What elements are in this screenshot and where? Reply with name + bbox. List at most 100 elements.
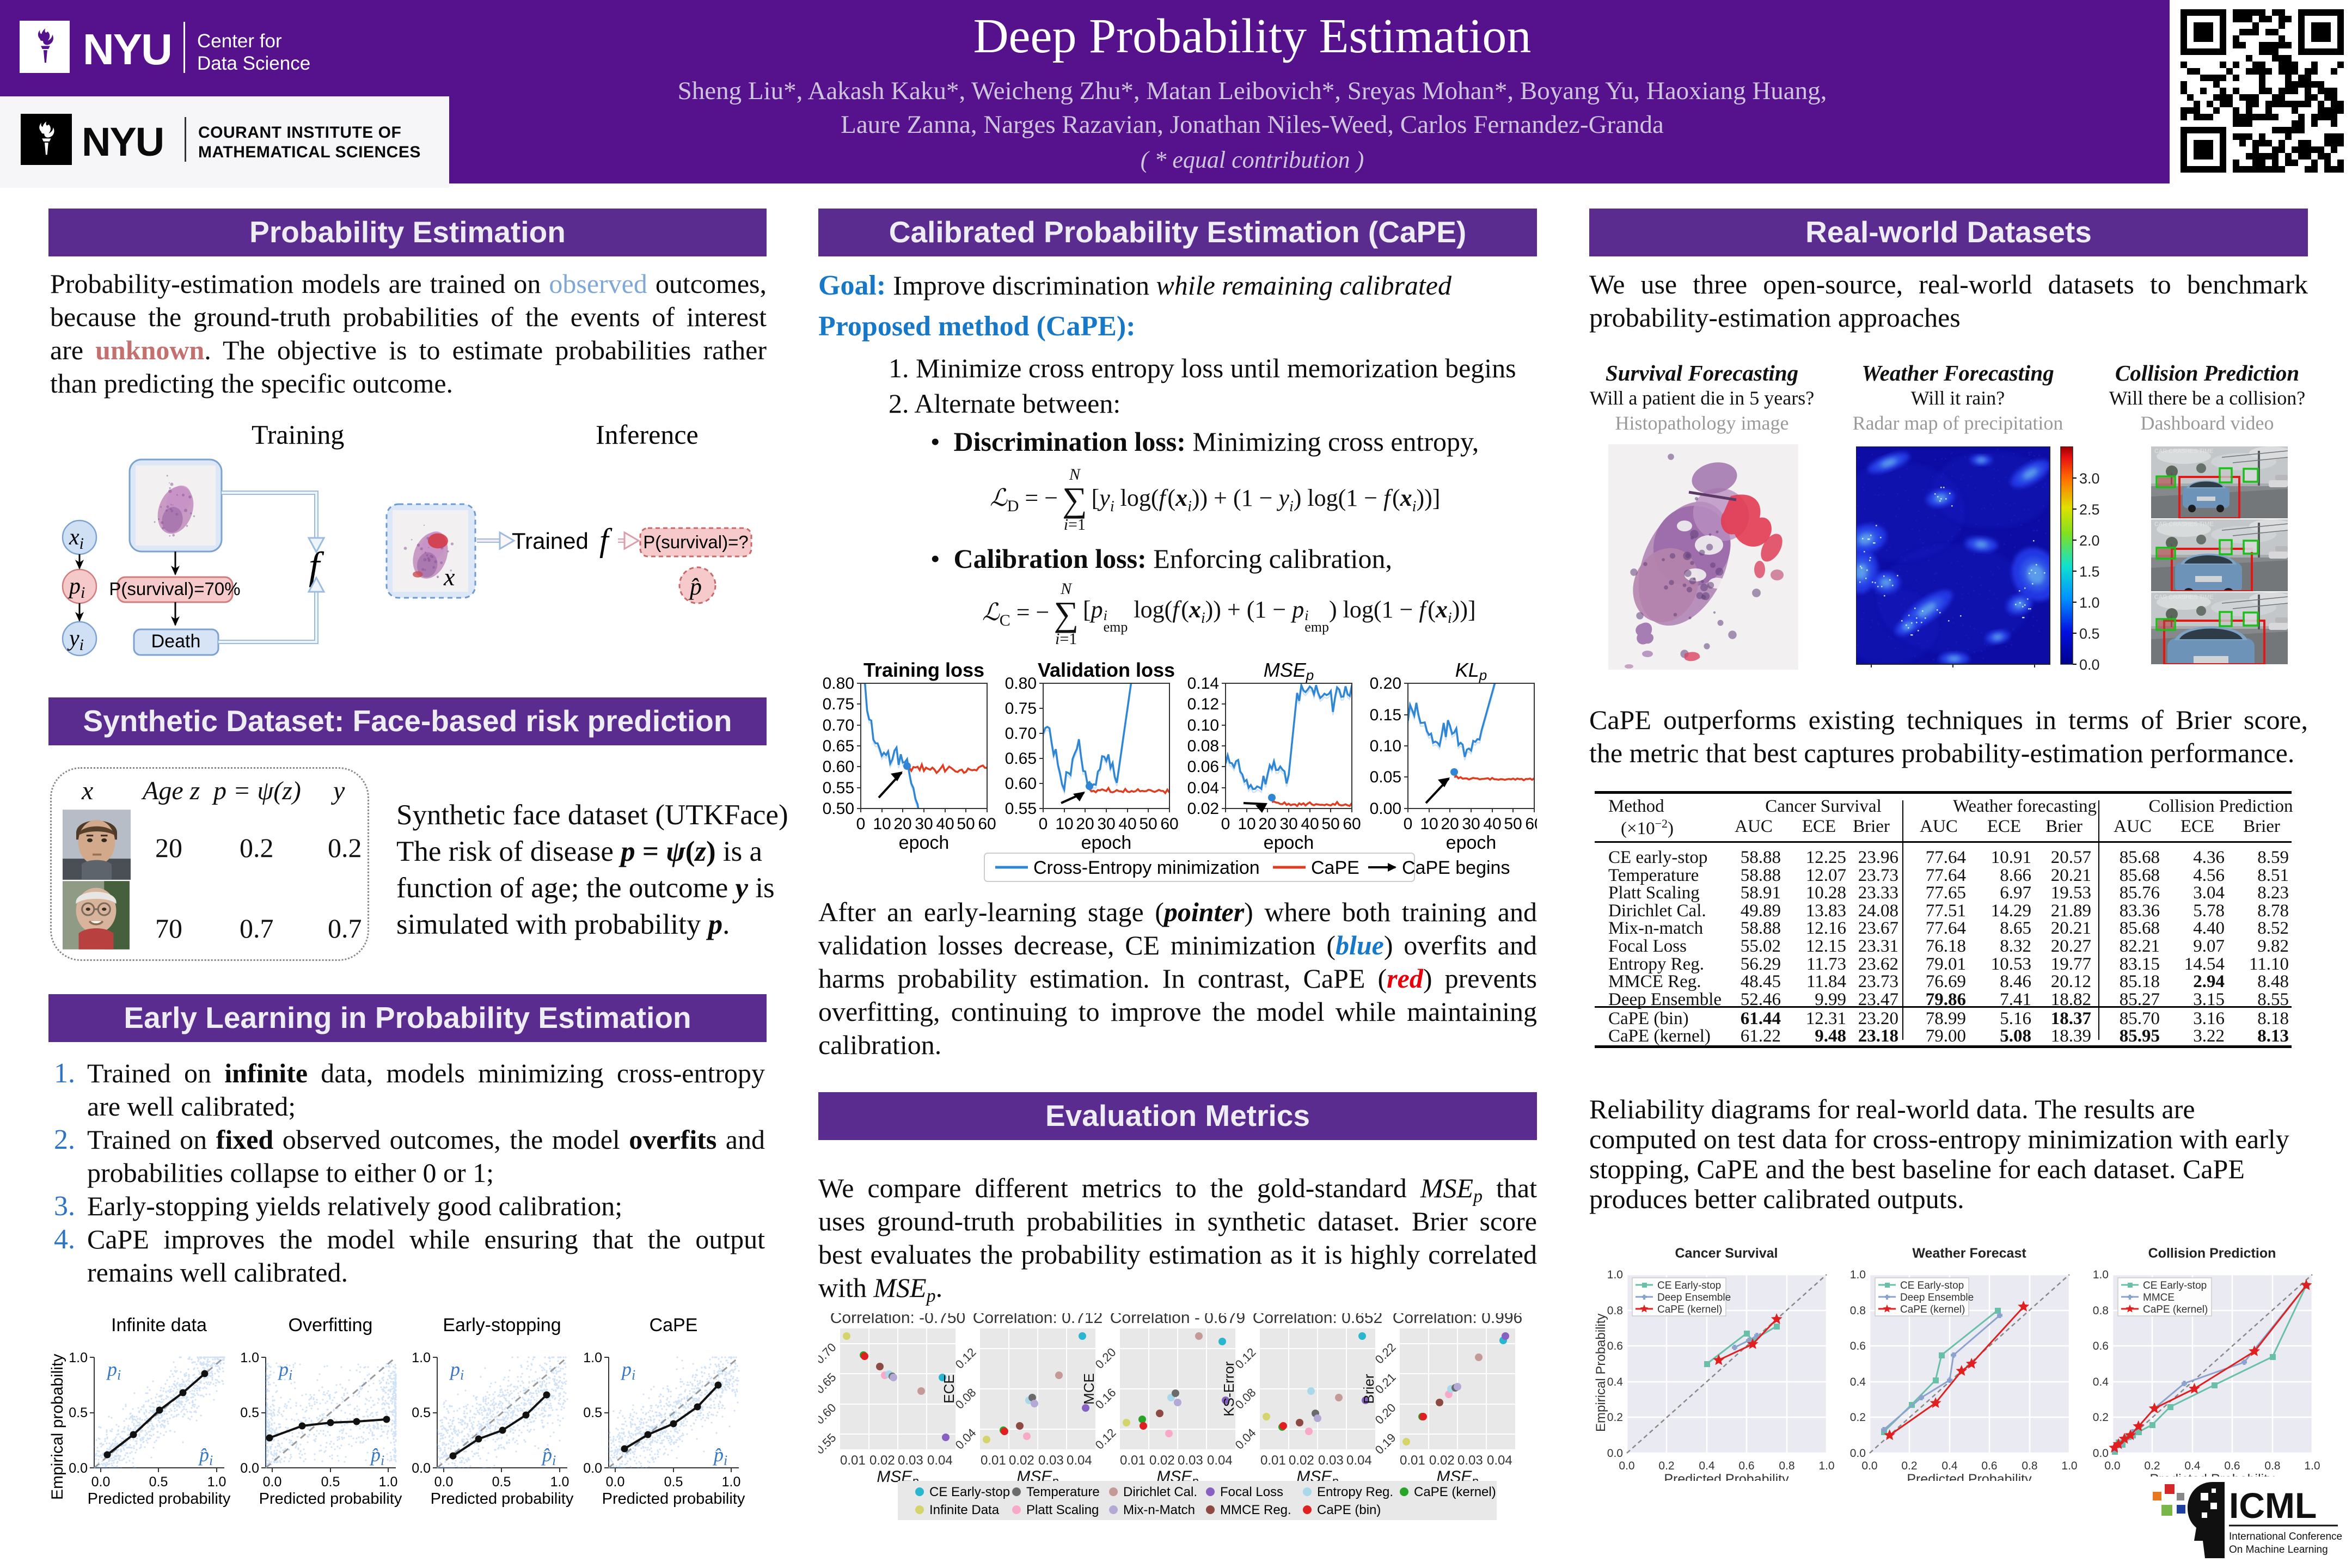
svg-text:Infinite Data: Infinite Data: [929, 1503, 1000, 1517]
svg-text:Validation loss: Validation loss: [1038, 661, 1175, 681]
svg-text:0.80: 0.80: [1005, 675, 1037, 693]
svg-text:Trained: Trained: [512, 528, 589, 554]
svg-text:Cross-Entropy minimization: Cross-Entropy minimization: [1033, 857, 1260, 878]
svg-text:0.80: 0.80: [823, 675, 854, 693]
svg-text:Platt Scaling: Platt Scaling: [1026, 1503, 1099, 1517]
svg-text:0.20: 0.20: [1373, 1401, 1399, 1427]
svg-text:0.55: 0.55: [818, 1431, 839, 1457]
svg-text:1.0: 1.0: [583, 1350, 602, 1365]
svg-text:epoch: epoch: [899, 832, 950, 853]
svg-text:20: 20: [1441, 815, 1459, 833]
svg-text:0.5: 0.5: [321, 1474, 340, 1490]
svg-text:50: 50: [957, 815, 975, 833]
svg-text:1.0: 1.0: [207, 1474, 226, 1490]
svg-text:Temperature: Temperature: [1026, 1485, 1100, 1499]
svg-text:0.5: 0.5: [492, 1474, 511, 1490]
svg-text:Predicted probability: Predicted probability: [88, 1490, 231, 1508]
svg-text:1.0: 1.0: [240, 1350, 259, 1365]
svg-text:10: 10: [1238, 815, 1255, 833]
svg-text:0.02: 0.02: [1187, 800, 1219, 818]
svg-text:0.0: 0.0: [583, 1461, 602, 1476]
svg-text:KLp: KLp: [1455, 661, 1487, 683]
svg-text:40: 40: [936, 815, 954, 833]
svg-text:1.0: 1.0: [379, 1474, 398, 1490]
svg-text:CaPE begins: CaPE begins: [1402, 857, 1510, 878]
svg-text:0.04: 0.04: [1187, 779, 1219, 797]
svg-text:Entropy Reg.: Entropy Reg.: [1317, 1485, 1393, 1499]
svg-text:Focal Loss: Focal Loss: [1220, 1485, 1283, 1499]
svg-text:0.03: 0.03: [898, 1453, 923, 1468]
svg-text:0.5: 0.5: [583, 1405, 602, 1420]
svg-text:P(survival)=?: P(survival)=?: [643, 532, 748, 552]
svg-text:CaPE: CaPE: [1311, 857, 1359, 878]
svg-text:0.55: 0.55: [823, 779, 854, 797]
svg-text:p̂i: p̂i: [369, 1444, 384, 1468]
svg-text:30: 30: [915, 815, 933, 833]
svg-text:10: 10: [873, 815, 891, 833]
svg-text:10: 10: [1055, 815, 1073, 833]
svg-text:0.60: 0.60: [823, 758, 854, 776]
svg-text:0.12: 0.12: [953, 1345, 979, 1371]
svg-text:50: 50: [1321, 815, 1339, 833]
svg-text:0.10: 0.10: [1370, 737, 1401, 755]
svg-text:Correlation: 0.996: Correlation: 0.996: [1393, 1313, 1522, 1327]
svg-text:0.04: 0.04: [1067, 1453, 1092, 1468]
svg-text:MCE: MCE: [1081, 1373, 1097, 1405]
svg-text:Correlation: -0.750: Correlation: -0.750: [830, 1313, 965, 1327]
svg-text:pi: pi: [620, 1358, 635, 1383]
svg-text:f: f: [599, 522, 612, 558]
svg-text:0.55: 0.55: [1005, 800, 1037, 818]
svg-text:0.03: 0.03: [1038, 1453, 1064, 1468]
svg-text:0.10: 0.10: [1187, 716, 1219, 734]
svg-text:0.02: 0.02: [869, 1453, 895, 1468]
svg-text:0.19: 0.19: [1373, 1431, 1399, 1457]
svg-text:0.22: 0.22: [1373, 1340, 1399, 1367]
svg-text:0.04: 0.04: [1487, 1453, 1512, 1468]
svg-text:0.01: 0.01: [1120, 1453, 1146, 1468]
svg-text:0: 0: [856, 815, 866, 833]
svg-text:1.0: 1.0: [412, 1350, 431, 1365]
svg-text:40: 40: [1483, 815, 1501, 833]
svg-text:0.02: 0.02: [1429, 1453, 1455, 1468]
svg-text:0.65: 0.65: [818, 1370, 839, 1396]
svg-text:0.03: 0.03: [1318, 1453, 1344, 1468]
svg-text:Inference: Inference: [596, 419, 699, 450]
svg-text:Correlation - 0.679: Correlation - 0.679: [1110, 1313, 1245, 1327]
svg-text:0.05: 0.05: [1370, 768, 1401, 786]
svg-text:Mix-n-Match: Mix-n-Match: [1123, 1503, 1195, 1517]
svg-text:0.00: 0.00: [1370, 800, 1401, 818]
svg-text:0.65: 0.65: [823, 737, 854, 755]
svg-text:0.01: 0.01: [1400, 1453, 1425, 1468]
svg-text:30: 30: [1462, 815, 1480, 833]
svg-text:Overfitting: Overfitting: [289, 1315, 373, 1336]
svg-text:0.70: 0.70: [818, 1340, 839, 1367]
svg-text:0.0: 0.0: [412, 1461, 431, 1476]
svg-text:epoch: epoch: [1264, 832, 1314, 853]
svg-text:Brier: Brier: [1361, 1374, 1377, 1404]
svg-text:0.04: 0.04: [1346, 1453, 1372, 1468]
svg-text:p̂i: p̂i: [541, 1444, 556, 1468]
svg-text:0.01: 0.01: [1260, 1453, 1286, 1468]
svg-text:0.12: 0.12: [1187, 695, 1219, 713]
svg-text:0.75: 0.75: [1005, 700, 1037, 718]
svg-text:0.08: 0.08: [1187, 737, 1219, 755]
svg-text:Empirical probability: Empirical probability: [48, 1354, 66, 1500]
svg-text:0.14: 0.14: [1187, 675, 1219, 693]
svg-text:0.75: 0.75: [823, 695, 854, 713]
svg-text:Correlation: 0.652: Correlation: 0.652: [1253, 1313, 1382, 1327]
svg-text:Death: Death: [151, 631, 201, 652]
svg-text:0.0: 0.0: [91, 1474, 111, 1490]
svg-text:P(survival)=70%: P(survival)=70%: [109, 579, 240, 599]
svg-text:0.02: 0.02: [1149, 1453, 1175, 1468]
svg-text:pi: pi: [449, 1358, 464, 1383]
svg-text:pi: pi: [106, 1358, 121, 1383]
svg-text:40: 40: [1118, 815, 1136, 833]
svg-text:50: 50: [1504, 815, 1522, 833]
svg-text:0.5: 0.5: [69, 1405, 88, 1420]
svg-text:0.04: 0.04: [927, 1453, 953, 1468]
svg-text:0.01: 0.01: [840, 1453, 866, 1468]
svg-text:0.03: 0.03: [1457, 1453, 1483, 1468]
svg-text:MSEp: MSEp: [1264, 661, 1314, 683]
svg-text:1.0: 1.0: [550, 1474, 569, 1490]
svg-text:0.70: 0.70: [823, 716, 854, 734]
